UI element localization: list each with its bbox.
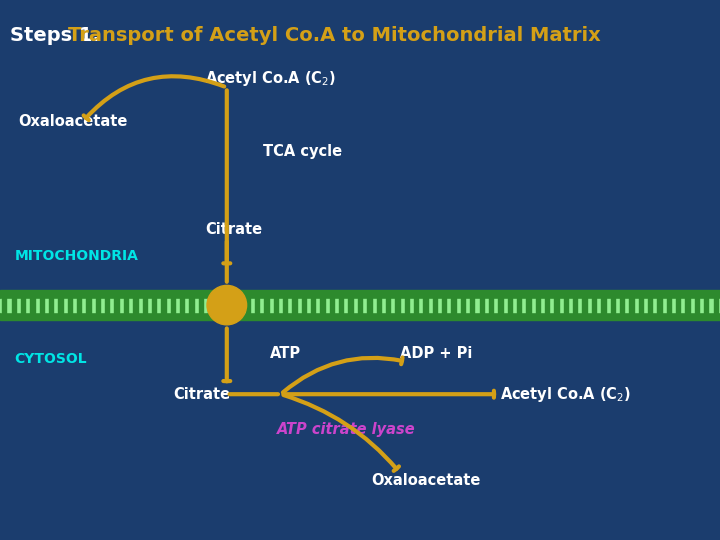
Text: Oxaloacetate: Oxaloacetate [18, 114, 127, 129]
Bar [124, 291, 128, 319]
Bar [58, 291, 63, 319]
Bar [517, 291, 521, 319]
Bar [68, 291, 72, 319]
Bar [227, 291, 231, 319]
Bar [217, 291, 222, 319]
Bar [152, 291, 156, 319]
Bar [536, 291, 540, 319]
Bar [114, 291, 119, 319]
Text: Acetyl Co.A (C$_2$): Acetyl Co.A (C$_2$) [500, 384, 631, 404]
Bar [311, 291, 315, 319]
Bar [171, 291, 175, 319]
Bar [199, 291, 203, 319]
Bar [283, 291, 287, 319]
Bar [330, 291, 334, 319]
Text: TCA cycle: TCA cycle [263, 144, 342, 159]
Bar [489, 291, 493, 319]
Bar [255, 291, 259, 319]
Bar [377, 291, 381, 319]
Bar [582, 291, 587, 319]
Bar [292, 291, 297, 319]
Bar [704, 291, 708, 319]
Text: Transport of Acetyl Co.A to Mitochondrial Matrix: Transport of Acetyl Co.A to Mitochondria… [68, 26, 601, 45]
Text: Steps 1.: Steps 1. [10, 26, 107, 45]
Bar [629, 291, 634, 319]
Bar [208, 291, 212, 319]
Bar [554, 291, 559, 319]
Bar [685, 291, 690, 319]
Bar [86, 291, 91, 319]
Bar [508, 291, 512, 319]
Bar [320, 291, 325, 319]
Bar [526, 291, 531, 319]
Bar [30, 291, 35, 319]
Bar [545, 291, 549, 319]
Text: CYTOSOL: CYTOSOL [14, 352, 87, 366]
Text: Acetyl Co.A (C$_2$): Acetyl Co.A (C$_2$) [205, 69, 336, 88]
Bar [564, 291, 568, 319]
Bar [620, 291, 624, 319]
Bar [21, 291, 25, 319]
Bar [451, 291, 456, 319]
Bar [367, 291, 372, 319]
Bar [480, 291, 484, 319]
Text: ADP + Pi: ADP + Pi [400, 346, 472, 361]
Bar [358, 291, 362, 319]
Bar [143, 291, 147, 319]
Bar [573, 291, 577, 319]
Bar [49, 291, 53, 319]
Bar [264, 291, 269, 319]
Bar [0, 291, 720, 320]
Bar [386, 291, 390, 319]
Ellipse shape [207, 285, 246, 325]
Bar [695, 291, 699, 319]
Bar [667, 291, 671, 319]
Text: Oxaloacetate: Oxaloacetate [371, 473, 480, 488]
Bar [302, 291, 306, 319]
Text: ATP citrate lyase: ATP citrate lyase [277, 422, 416, 437]
Bar [395, 291, 400, 319]
Text: Citrate: Citrate [173, 387, 230, 402]
Bar [12, 291, 16, 319]
Text: Citrate: Citrate [205, 222, 262, 237]
Bar [77, 291, 81, 319]
Bar [105, 291, 109, 319]
Bar [676, 291, 680, 319]
Bar [592, 291, 596, 319]
Bar [461, 291, 465, 319]
Bar [2, 291, 6, 319]
Bar [405, 291, 409, 319]
Bar [180, 291, 184, 319]
Bar [714, 291, 718, 319]
Bar [274, 291, 278, 319]
Bar [498, 291, 503, 319]
Bar [189, 291, 194, 319]
Text: ATP: ATP [270, 346, 301, 361]
Bar [470, 291, 474, 319]
Bar [348, 291, 353, 319]
Bar [639, 291, 643, 319]
Bar [40, 291, 44, 319]
Bar [423, 291, 428, 319]
Bar [133, 291, 138, 319]
Bar [648, 291, 652, 319]
Text: MITOCHONDRIA: MITOCHONDRIA [14, 249, 138, 264]
Bar [601, 291, 606, 319]
Bar [236, 291, 240, 319]
Bar [161, 291, 166, 319]
Bar [433, 291, 437, 319]
Bar [339, 291, 343, 319]
Bar [442, 291, 446, 319]
Bar [657, 291, 662, 319]
Bar [96, 291, 100, 319]
Bar [0, 299, 720, 312]
Bar [414, 291, 418, 319]
Bar [246, 291, 250, 319]
Bar [611, 291, 615, 319]
